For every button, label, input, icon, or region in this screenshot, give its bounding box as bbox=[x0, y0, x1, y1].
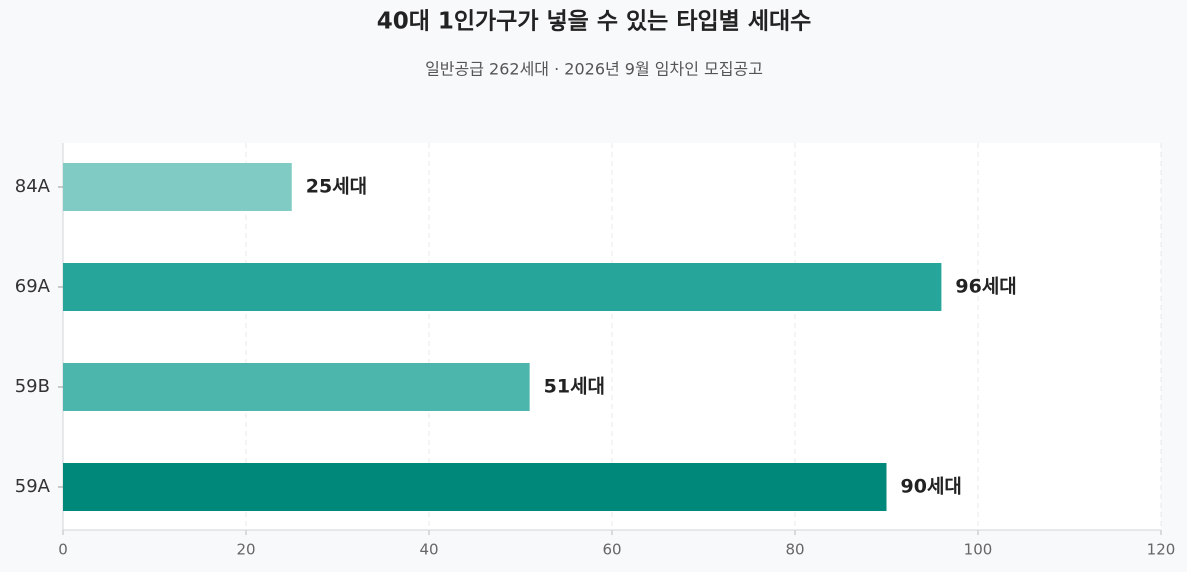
x-tick-label: 100 bbox=[964, 541, 993, 559]
value-label: 90세대 bbox=[901, 476, 962, 498]
y-tick-label: 59B bbox=[15, 376, 50, 397]
x-tick-label: 60 bbox=[602, 541, 621, 559]
y-tick-label: 84A bbox=[15, 176, 51, 197]
x-tick-label: 80 bbox=[785, 541, 804, 559]
y-tick-label: 59A bbox=[15, 476, 51, 497]
value-label: 25세대 bbox=[306, 176, 367, 198]
value-label: 51세대 bbox=[544, 376, 605, 398]
chart-subtitle: 일반공급 262세대 · 2026년 9월 임차인 모집공고 bbox=[425, 60, 763, 79]
x-tick-label: 0 bbox=[58, 541, 68, 559]
x-tick-label: 40 bbox=[419, 541, 438, 559]
bar bbox=[63, 163, 292, 211]
chart-title: 40대 1인가구가 넣을 수 있는 타입별 세대수 bbox=[377, 9, 812, 35]
x-tick-label: 20 bbox=[236, 541, 255, 559]
bar bbox=[63, 363, 530, 411]
bar bbox=[63, 463, 887, 511]
value-label: 96세대 bbox=[955, 276, 1016, 298]
bar bbox=[63, 263, 942, 311]
y-tick-label: 69A bbox=[15, 276, 51, 297]
x-tick-label: 120 bbox=[1147, 541, 1176, 559]
